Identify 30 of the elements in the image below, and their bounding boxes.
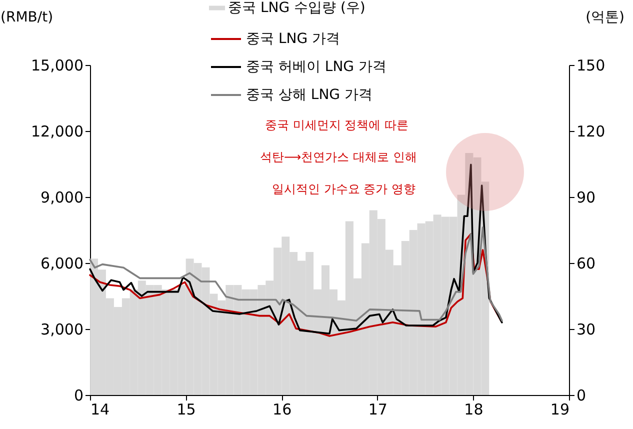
annotation: 중국 미세먼지 정책에 따른	[265, 118, 408, 132]
x-tick-label: 19	[550, 400, 570, 418]
y2-tick-label: 150	[576, 56, 606, 74]
legend-label: 중국 상해 LNG 가격	[246, 87, 372, 103]
y-tick-label: 12,000	[31, 122, 84, 140]
legend-label: 중국 LNG 가격	[246, 31, 340, 47]
y-tick-label: 15,000	[31, 56, 84, 74]
y2-tick-label: 120	[576, 122, 606, 140]
y-tick-label: 6,000	[40, 254, 84, 272]
x-tick-label: 15	[176, 400, 196, 418]
line-series	[89, 233, 502, 337]
x-tick-label: 16	[272, 400, 292, 418]
line-series	[89, 226, 503, 322]
y-tick-label: 3,000	[40, 320, 84, 338]
annotation: 일시적인 가수요 증가 영향	[272, 182, 416, 196]
x-tick-label: 17	[368, 400, 388, 418]
y-tick-label: 0	[74, 386, 84, 404]
y2-tick-label: 30	[576, 320, 596, 338]
y2-axis-title: (억톤)	[586, 10, 624, 26]
x-tick-label: 18	[464, 400, 484, 418]
annotation: 석탄⟶천연가스 대체로 인해	[260, 150, 417, 164]
y-tick-label: 9,000	[40, 188, 84, 206]
legend-label: 중국 LNG 수입량 (우)	[228, 0, 366, 16]
legend-label: 중국 허베이 LNG 가격	[246, 59, 386, 75]
y-axis-title: (RMB/t)	[0, 10, 54, 26]
y2-tick-label: 90	[576, 188, 596, 206]
y2-tick-label: 0	[576, 386, 586, 404]
y2-tick-label: 60	[576, 254, 596, 272]
line-series	[89, 164, 503, 335]
x-tick-label: 14	[90, 400, 110, 418]
